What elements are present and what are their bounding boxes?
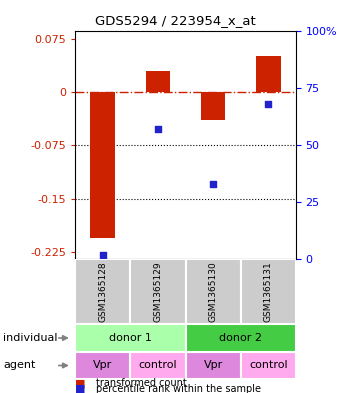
Text: Vpr: Vpr: [203, 360, 223, 371]
Text: ■: ■: [75, 378, 86, 388]
Text: GDS5294 / 223954_x_at: GDS5294 / 223954_x_at: [94, 14, 256, 27]
Text: control: control: [139, 360, 177, 371]
Text: control: control: [249, 360, 287, 371]
Bar: [75, 259, 130, 324]
Bar: [146, 71, 170, 92]
Bar: [90, 92, 115, 238]
Text: transformed count: transformed count: [96, 378, 187, 388]
Point: [210, 181, 216, 187]
Text: agent: agent: [4, 360, 36, 371]
Bar: [241, 352, 296, 379]
Bar: [186, 324, 296, 352]
Point: [265, 101, 271, 108]
Text: donor 2: donor 2: [219, 333, 262, 343]
Bar: [201, 92, 225, 121]
Text: ■: ■: [75, 384, 86, 393]
Text: GSM1365131: GSM1365131: [264, 261, 273, 322]
Point: [100, 252, 106, 258]
Bar: [186, 352, 241, 379]
Text: GSM1365129: GSM1365129: [153, 261, 162, 322]
Text: individual: individual: [4, 333, 58, 343]
Text: GSM1365128: GSM1365128: [98, 261, 107, 322]
Bar: [186, 259, 241, 324]
Bar: [130, 352, 186, 379]
Bar: [75, 324, 186, 352]
Text: donor 1: donor 1: [109, 333, 152, 343]
Text: percentile rank within the sample: percentile rank within the sample: [96, 384, 261, 393]
Bar: [256, 56, 281, 92]
Bar: [75, 352, 130, 379]
Bar: [130, 259, 186, 324]
Text: GSM1365130: GSM1365130: [209, 261, 218, 322]
Text: Vpr: Vpr: [93, 360, 112, 371]
Point: [155, 126, 161, 132]
Bar: [241, 259, 296, 324]
